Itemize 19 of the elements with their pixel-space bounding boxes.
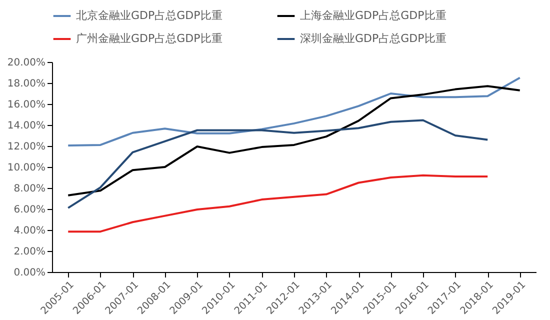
y-tick-label: 2.00%	[14, 246, 46, 258]
y-tick-label: 0.00%	[14, 268, 46, 278]
y-tick-label: 14.00%	[7, 120, 46, 132]
y-tick-label: 16.00%	[7, 100, 46, 110]
y-tick-label: 10.00%	[7, 162, 46, 174]
y-tick-label: 8.00%	[14, 184, 46, 194]
line-series	[67, 76, 521, 146]
y-tick-label: 6.00%	[14, 204, 46, 216]
legend-label: 北京金融业GDP占总GDP比重	[76, 9, 222, 22]
line-series	[67, 85, 521, 196]
y-tick-label: 20.00%	[7, 58, 46, 68]
legend-label: 上海金融业GDP占总GDP比重	[300, 9, 446, 22]
legend-label: 广州金融业GDP占总GDP比重	[76, 32, 222, 45]
line-series	[67, 119, 489, 209]
y-tick-label: 12.00%	[7, 142, 46, 152]
y-tick-label: 4.00%	[14, 226, 46, 236]
line-series	[67, 174, 489, 233]
legend-label: 深圳金融业GDP占总GDP比重	[300, 32, 446, 45]
y-tick-label: 18.00%	[7, 78, 46, 90]
